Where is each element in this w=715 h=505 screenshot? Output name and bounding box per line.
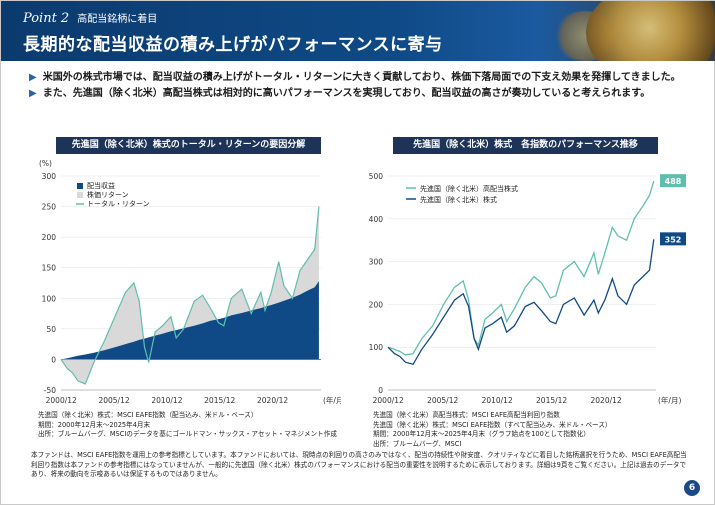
y-tick-label: 100 xyxy=(369,343,384,352)
end-value-label: 488 xyxy=(665,177,682,186)
left-chart-notes: 先進国（除く北米）株式：MSCI EAFE指数（配当込み、米ドル・ベース） 期間… xyxy=(38,411,358,440)
x-tick-label: 2010/12 xyxy=(482,396,513,405)
x-tick-label: 2010/12 xyxy=(151,396,182,405)
y-tick-label: 0 xyxy=(378,386,383,395)
end-value-badge xyxy=(660,174,686,188)
left-area-chart: -50 0 50 100 150 200 250 300 2000/12 2005/12 2010/… xyxy=(39,159,341,405)
note-line: 出所：ブルームバーグ、MSCI xyxy=(373,439,462,448)
y-tick-label: 300 xyxy=(42,172,57,181)
y-tick-label: 200 xyxy=(369,300,384,309)
bullet-list: ▶ 米国外の株式市場では、配当収益の積み上げがトータル・リターンに大きく貢献して… xyxy=(29,71,694,103)
y-tick-label: 300 xyxy=(369,258,384,267)
point-subtitle: 高配当銘柄に着目 xyxy=(77,14,158,25)
x-tick-label: 2000/12 xyxy=(373,396,404,405)
x-tick-label: 2000/12 xyxy=(46,396,77,405)
eafe-index-line xyxy=(387,239,655,366)
triangle-bullet-icon: ▶ xyxy=(29,72,37,83)
bullet-item: ▶ また、先進国（除く北米）高配当株式は相対的に高いパフォーマンスを実現しており… xyxy=(29,87,694,100)
total-return-line xyxy=(60,206,320,385)
bullet-text: 米国外の株式市場では、配当収益の積み上げがトータル・リターンに大きく貢献しており… xyxy=(42,72,681,83)
y-tick-label: 0 xyxy=(51,355,56,364)
y-tick-label: 50 xyxy=(46,325,56,334)
globe-decoration xyxy=(586,1,715,61)
disclaimer-text: 本ファンドは、MSCI EAFE指数を運用上の参考指標としています。本ファンドに… xyxy=(31,451,687,478)
x-unit-label: (年/月) xyxy=(323,395,341,405)
x-tick-label: 2020/12 xyxy=(591,396,622,405)
legend-swatch xyxy=(77,192,83,198)
legend-label: 株価リターン xyxy=(87,190,129,199)
end-value-label: 352 xyxy=(665,235,682,244)
note-line: 先進国（除く北米）株式：MSCI EAFE指数（配当込み、米ドル・ベース） xyxy=(38,411,258,419)
header-banner: Point 2 高配当銘柄に着目 長期的な配当収益の積み上げがパフォーマンスに寄… xyxy=(1,1,715,61)
legend-label: 先進国（除く北米）株式 xyxy=(420,195,497,204)
page-number: 6 xyxy=(684,480,700,496)
y-tick-label: 400 xyxy=(369,215,384,224)
point-heading: Point 2 高配当銘柄に着目 xyxy=(23,10,157,26)
right-chart-notes: 先進国（除く北米）高配当株式：MSCI EAFE高配当利回り指数 先進国（除く北… xyxy=(373,411,703,449)
legend-label: トータル・リターン xyxy=(87,199,150,208)
high-dividend-line xyxy=(387,180,655,356)
legend-swatch xyxy=(77,183,83,189)
note-line: 出所：ブルームバーグ、MSCIのデータを基にゴールドマン・サックス・アセット・マ… xyxy=(38,430,337,438)
triangle-bullet-icon: ▶ xyxy=(29,88,37,99)
note-line: 期間：2000年12月末～2025年4月末（グラフ始点を100として指数化） xyxy=(373,430,590,438)
note-line: 先進国（除く北米）株式：MSCI EAFE指数（すべて配当込み、米ドル・ベース） xyxy=(373,420,612,429)
x-tick-label: 2015/12 xyxy=(536,396,567,405)
note-line: 先進国（除く北米）高配当株式：MSCI EAFE高配当利回り指数 xyxy=(373,411,560,419)
y-unit-label: (%) xyxy=(39,159,52,168)
dividend-income-area xyxy=(61,281,319,360)
x-tick-label: 2005/12 xyxy=(427,396,458,405)
x-tick-label: 2015/12 xyxy=(204,396,235,405)
page-title: 長期的な配当収益の積み上げがパフォーマンスに寄与 xyxy=(23,35,443,55)
point-label: Point 2 xyxy=(23,11,70,26)
x-tick-label: 2020/12 xyxy=(257,396,288,405)
note-line: 期間：2000年12月末～2025年4月末 xyxy=(38,420,151,429)
y-tick-label: 200 xyxy=(42,233,57,242)
bullet-item: ▶ 米国外の株式市場では、配当収益の積み上げがトータル・リターンに大きく貢献して… xyxy=(29,71,694,84)
y-tick-label: -50 xyxy=(44,386,56,395)
x-unit-label: (年/月) xyxy=(658,395,681,405)
y-tick-label: 100 xyxy=(42,294,57,303)
end-value-badge xyxy=(660,232,686,246)
legend-label: 配当収益 xyxy=(87,181,115,190)
x-tick-label: 2005/12 xyxy=(98,396,129,405)
legend-label: 先進国（除く北米）高配当株式 xyxy=(420,184,518,193)
y-tick-label: 250 xyxy=(42,203,57,212)
right-chart-title: 先進国（除く北米）株式 各指数のパフォーマンス推移 xyxy=(393,137,658,154)
bullet-text: また、先進国（除く北米）高配当株式は相対的に高いパフォーマンスを実現しており、配… xyxy=(42,88,651,99)
left-chart-title: 先進国（除く北米）株式のトータル・リターンの要因分解 xyxy=(56,137,321,154)
y-tick-label: 500 xyxy=(369,172,384,181)
right-line-chart: 0 100 200 300 400 500 2000/12 2005/12 2010/12 201… xyxy=(369,172,686,405)
y-tick-label: 150 xyxy=(42,264,57,273)
